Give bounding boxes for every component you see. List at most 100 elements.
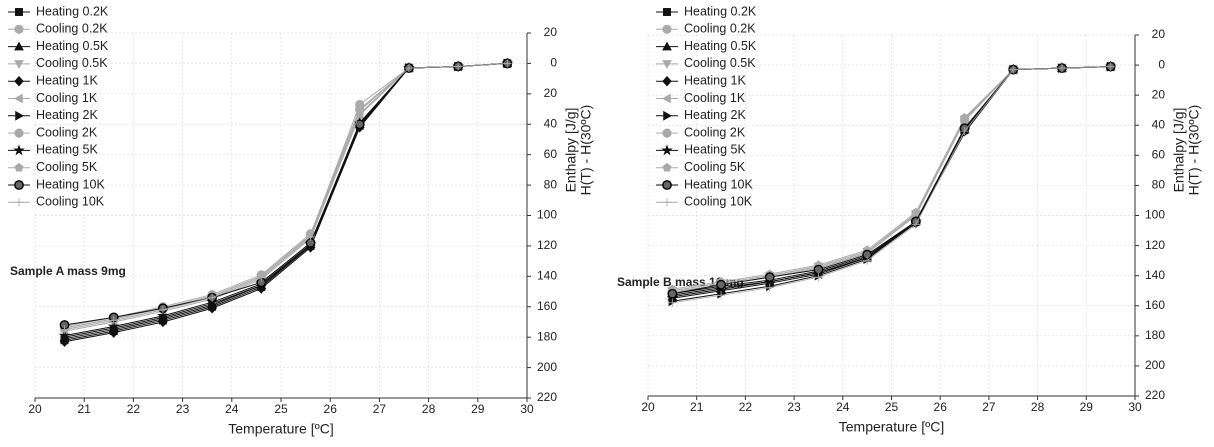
marker (960, 113, 970, 122)
y-tick-label: 200 (1145, 358, 1165, 372)
y-tick-label: 200 (537, 360, 557, 374)
marker (14, 198, 24, 207)
y-tick-label: 120 (537, 238, 557, 252)
x-tick-label: 30 (1128, 400, 1142, 414)
marker (60, 325, 69, 334)
marker (404, 63, 414, 73)
x-tick-label: 26 (934, 400, 948, 414)
x-tick-label: 24 (225, 402, 239, 416)
marker (960, 127, 969, 136)
x-tick-label: 23 (176, 402, 190, 416)
marker (814, 272, 823, 282)
y-tick-label: 160 (1145, 298, 1165, 312)
x-tick-label: 28 (422, 402, 436, 416)
legend-label: Cooling 5K (36, 160, 98, 174)
series-line (64, 62, 508, 338)
marker (1106, 62, 1115, 71)
marker (661, 144, 673, 156)
x-tick-label: 20 (28, 402, 42, 416)
x-axis-title: Temperature [ºC] (228, 421, 334, 437)
marker (14, 75, 24, 87)
marker (257, 273, 266, 283)
y-tick-label: 140 (1145, 268, 1165, 282)
series-line (64, 62, 508, 337)
x-tick-label: 22 (127, 402, 141, 416)
marker (453, 62, 463, 71)
marker (58, 329, 71, 341)
marker (355, 109, 364, 118)
marker (764, 272, 775, 283)
legend-label: Cooling 0.2K (684, 22, 756, 36)
marker (862, 256, 872, 265)
x-tick-label: 24 (836, 400, 850, 414)
marker (813, 264, 824, 275)
marker (765, 283, 774, 292)
legend-label: Cooling 1K (36, 91, 98, 105)
y-tick-label: 100 (537, 208, 557, 222)
marker (14, 128, 24, 138)
y-tick-label: 220 (537, 390, 557, 404)
marker (107, 320, 120, 332)
marker (662, 24, 672, 34)
legend-label: Heating 1K (684, 73, 747, 87)
legend-label: Heating 10K (36, 177, 105, 191)
legend-label: Cooling 5K (684, 160, 746, 174)
legend-label: Cooling 10K (684, 195, 753, 209)
y-axis-title: H(T) - H(30ºC) (578, 105, 594, 196)
y-tick-label: 40 (1152, 117, 1166, 131)
y-tick-label: 20 (1152, 87, 1166, 101)
x-tick-label: 28 (1031, 400, 1045, 414)
y-axis-title: H(T) - H(30ºC) (1186, 105, 1202, 196)
marker (662, 75, 672, 87)
marker (663, 110, 673, 121)
y-tick-label: 20 (1152, 27, 1166, 41)
legend-label: Heating 2K (36, 108, 99, 122)
marker (662, 180, 672, 190)
marker (911, 220, 921, 229)
legend-label: Heating 5K (36, 143, 99, 157)
y-tick-label: 20 (544, 25, 558, 39)
x-tick-label: 21 (78, 402, 92, 416)
legend-label: Cooling 2K (36, 125, 98, 139)
x-tick-label: 29 (471, 402, 485, 416)
marker (667, 288, 678, 299)
marker (663, 8, 671, 16)
series-line (64, 62, 508, 326)
x-tick-label: 26 (324, 402, 338, 416)
y-tick-label: 20 (544, 86, 558, 100)
y-tick-label: 100 (1145, 208, 1165, 222)
y-tick-label: 40 (544, 116, 558, 130)
x-tick-label: 29 (1080, 400, 1094, 414)
x-tick-label: 25 (885, 400, 899, 414)
legend-label: Cooling 10K (36, 195, 105, 209)
y-tick-label: 180 (1145, 328, 1165, 342)
marker (13, 93, 23, 104)
series-line (64, 62, 508, 332)
y-tick-label: 180 (537, 329, 557, 343)
marker (158, 305, 168, 314)
marker (14, 60, 24, 69)
y-tick-label: 60 (1152, 148, 1166, 162)
marker (14, 41, 24, 51)
marker (662, 60, 672, 69)
legend-label: Cooling 0.2K (36, 22, 108, 36)
y-axis-title: Enthalpy [J/g] (563, 108, 579, 193)
x-tick-label: 20 (641, 400, 655, 414)
series-line (64, 62, 508, 341)
series-line (64, 62, 508, 331)
annotation: Sample A mass 9mg (10, 264, 126, 278)
x-tick-label: 22 (739, 400, 753, 414)
legend-label: Cooling 2K (684, 125, 746, 139)
series-line (64, 62, 508, 329)
marker (306, 232, 315, 241)
x-tick-label: 30 (520, 402, 534, 416)
y-tick-label: 80 (544, 177, 558, 191)
marker (662, 163, 672, 172)
marker (662, 128, 672, 138)
legend-label: Heating 0.5K (36, 39, 109, 53)
x-tick-label: 27 (982, 400, 996, 414)
series-line (64, 62, 508, 343)
marker (207, 293, 217, 302)
marker (503, 59, 512, 68)
